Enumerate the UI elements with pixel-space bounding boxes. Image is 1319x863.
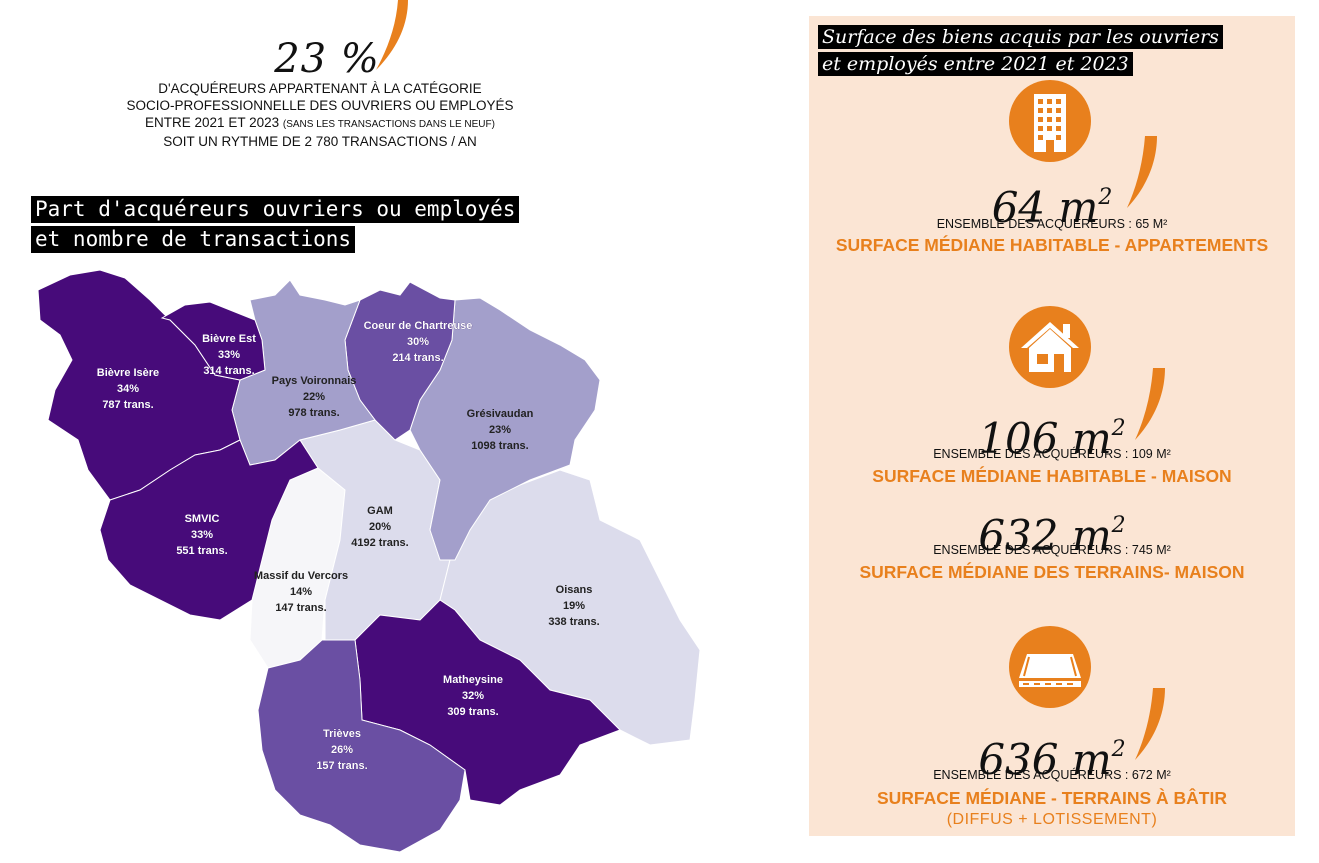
label-appartements: SURFACE MÉDIANE HABITABLE - APPARTEMENTS [835,235,1269,255]
region-trans: 314 trans. [203,365,254,377]
region-trans: 157 trans. [316,760,367,772]
region-name: Oisans [556,584,593,596]
region-name: Coeur de Chartreuse [364,320,473,332]
region-name: Massif du Vercors [254,570,348,582]
region-pct: 14% [290,586,312,598]
map-title-line-1: Part d'acquéreurs ouvriers ou employés [31,196,520,223]
region-trans: 214 trans. [392,352,443,364]
value-number: 106 m [978,414,1112,463]
building-icon [1009,80,1091,162]
value-maison: 106 m2 [809,407,1295,461]
map-title-line-2: et nombre de transactions [31,226,356,253]
label-bievre-est: Bièvre Est 33% 314 trans. [202,333,256,377]
region-name: Pays Voironnais [272,375,357,387]
region-pct: 22% [303,391,325,403]
region-trans: 309 trans. [447,706,498,718]
ensemble-terrain-maison: ENSEMBLE DES ACQUÉREURS : 745 M² [933,543,1171,557]
label-terrains-a-batir: SURFACE MÉDIANE - TERRAINS À BÂTIR [876,788,1227,808]
region-trans: 978 trans. [288,407,339,419]
label-terrain-maison: SURFACE MÉDIANE DES TERRAINS- MAISON [859,562,1245,582]
region-trans: 147 trans. [275,602,326,614]
region-pct: 19% [563,600,585,612]
region-pct: 23% [489,424,511,436]
ensemble-appartements: ENSEMBLE DES ACQUÉREURS : 65 M² [936,217,1168,231]
label-gam: GAM 20% 4192 trans. [351,505,408,549]
headline-line-3-main: ENTRE 2021 ET 2023 [145,115,283,130]
orange-swoosh-decoration [1135,368,1165,440]
orange-swoosh-decoration [1135,688,1165,760]
label-maison: SURFACE MÉDIANE HABITABLE - MAISON [872,466,1232,486]
region-trans: 4192 trans. [351,537,408,549]
label-matheysine: Matheysine 32% 309 trans. [443,674,503,718]
region-pct: 26% [331,744,353,756]
value-superscript: 2 [1111,513,1126,538]
region-bievre-est[interactable] [160,301,266,381]
region-name: Bièvre Est [202,333,256,345]
value-superscript: 2 [1111,737,1126,762]
region-name: Bièvre Isère [97,367,159,379]
value-number: 632 m [978,511,1112,560]
value-superscript: 2 [1111,416,1126,441]
value-terrains-a-batir: 636 m2 [809,728,1295,782]
headline-line-3-note: (SANS LES TRANSACTIONS DANS LE NEUF) [282,119,495,130]
region-trans: 787 trans. [102,399,153,411]
label-trieves: Trièves 26% 157 trans. [316,728,368,772]
region-smvic[interactable] [99,439,319,621]
region-pct: 20% [369,521,391,533]
isere-territory-map: Bièvre Isère 34% 787 trans. Bièvre Est 3… [37,269,701,853]
label-coeur-de-chartreuse: Coeur de Chartreuse 30% 214 trans. [363,320,473,364]
panel-title-line-1: Surface des biens acquis par les ouvrier… [818,25,1223,49]
house-icon [1009,306,1091,388]
region-trieves[interactable] [257,639,466,853]
region-name: Matheysine [443,674,503,686]
sublabel-terrains-a-batir: (DIFFUS + LOTISSEMENT) [946,811,1158,828]
label-pays-voironnais: Pays Voironnais 22% 978 trans. [272,375,357,419]
label-oisans: Oisans 19% 338 trans. [548,584,599,628]
region-trans: 338 trans. [548,616,599,628]
value-appartements: 64 m2 [809,176,1295,230]
region-pct: 32% [462,690,484,702]
value-number: 64 m [991,183,1099,232]
label-bievre-isere: Bièvre Isère 34% 787 trans. [97,367,160,411]
headline-line-3: ENTRE 2021 ET 2023 (SANS LES TRANSACTION… [90,114,550,133]
headline-description: D'ACQUÉREURS APPARTENANT À LA CATÉGORIE … [90,80,550,150]
region-name: GAM [367,505,393,517]
region-name: Grésivaudan [467,408,534,420]
region-name: Trièves [323,728,361,740]
headline-line-2: SOCIO-PROFESSIONNELLE DES OUVRIERS OU EM… [126,98,514,113]
headline-line-1: D'ACQUÉREURS APPARTENANT À LA CATÉGORIE [158,81,482,96]
ensemble-maison: ENSEMBLE DES ACQUÉREURS : 109 M² [933,447,1171,461]
label-smvic: SMVIC 33% 551 trans. [176,513,228,557]
value-superscript: 2 [1098,185,1113,210]
region-pct: 33% [218,349,240,361]
orange-swoosh-decoration [1127,136,1157,208]
value-terrain-maison: 632 m2 [809,504,1295,558]
region-pct: 34% [117,383,139,395]
orange-swoosh-decoration [376,0,408,70]
headline-line-4: SOIT UN RYTHME DE 2 780 TRANSACTIONS / A… [163,134,477,149]
value-number: 636 m [978,735,1112,784]
region-name: SMVIC [185,513,220,525]
headline-percent: 23 % [274,36,380,82]
label-massif-du-vercors: Massif du Vercors 14% 147 trans. [254,570,348,614]
land-plot-icon [1009,626,1091,708]
panel-title-line-2: et employés entre 2021 et 2023 [818,52,1133,76]
region-trans: 1098 trans. [471,440,528,452]
region-pct: 30% [407,336,429,348]
label-gresivaudan: Grésivaudan 23% 1098 trans. [467,408,534,452]
region-trans: 551 trans. [176,545,227,557]
ensemble-terrains-a-batir: ENSEMBLE DES ACQUÉREURS : 672 M² [933,768,1171,782]
region-pct: 33% [191,529,213,541]
surface-panel: Surface des biens acquis par les ouvrier… [809,16,1295,836]
